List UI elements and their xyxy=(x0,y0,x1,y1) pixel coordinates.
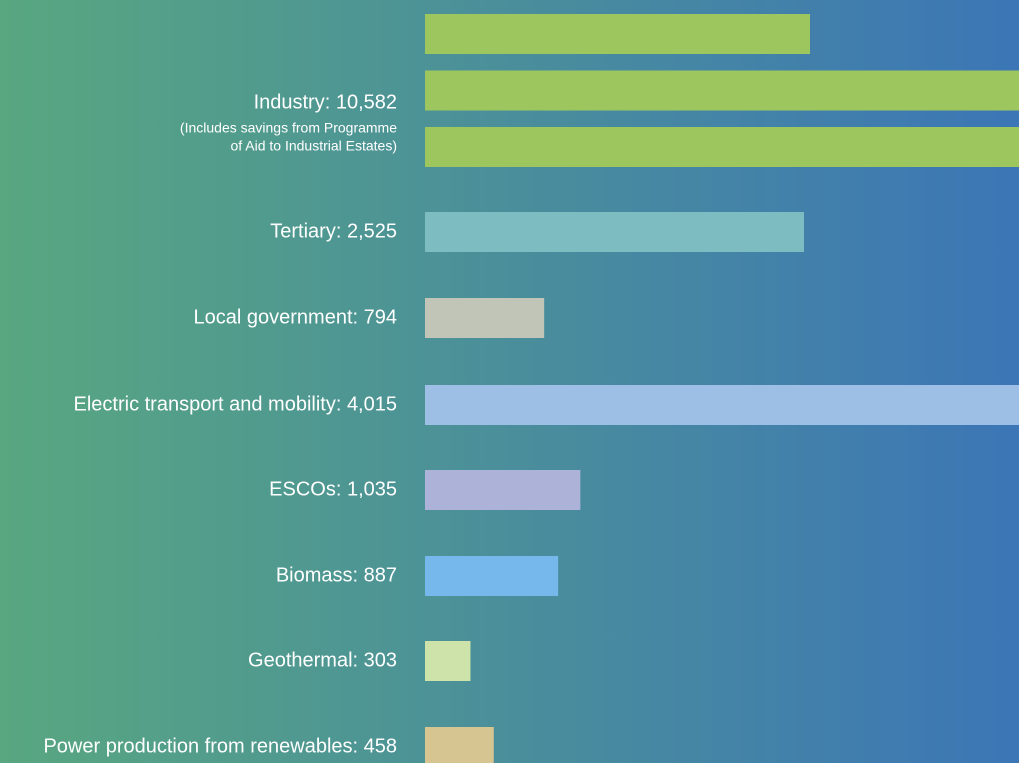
bar xyxy=(425,727,494,763)
bar-label: Biomass: 887 xyxy=(276,564,397,586)
bar xyxy=(425,556,559,596)
bar-label: Industry: 10,582 xyxy=(254,91,397,113)
bar-label: Power production from renewables: 458 xyxy=(43,735,397,757)
note: (Includes savings from Programme xyxy=(180,120,397,136)
note: of Aid to Industrial Estates) xyxy=(230,138,397,154)
bar xyxy=(425,127,1019,167)
bar-label: ESCOs: 1,035 xyxy=(269,478,397,500)
bar xyxy=(425,14,810,54)
bar-label: Electric transport and mobility: 4,015 xyxy=(74,393,398,415)
bar xyxy=(425,385,1019,425)
bar xyxy=(425,70,1019,111)
bar-label: Local government: 794 xyxy=(194,306,397,328)
bar-label: Geothermal: 303 xyxy=(248,649,397,671)
bar xyxy=(425,298,545,338)
bar xyxy=(425,470,581,510)
bar xyxy=(425,212,805,252)
bar xyxy=(425,641,471,681)
bar-label: Tertiary: 2,525 xyxy=(270,220,397,242)
